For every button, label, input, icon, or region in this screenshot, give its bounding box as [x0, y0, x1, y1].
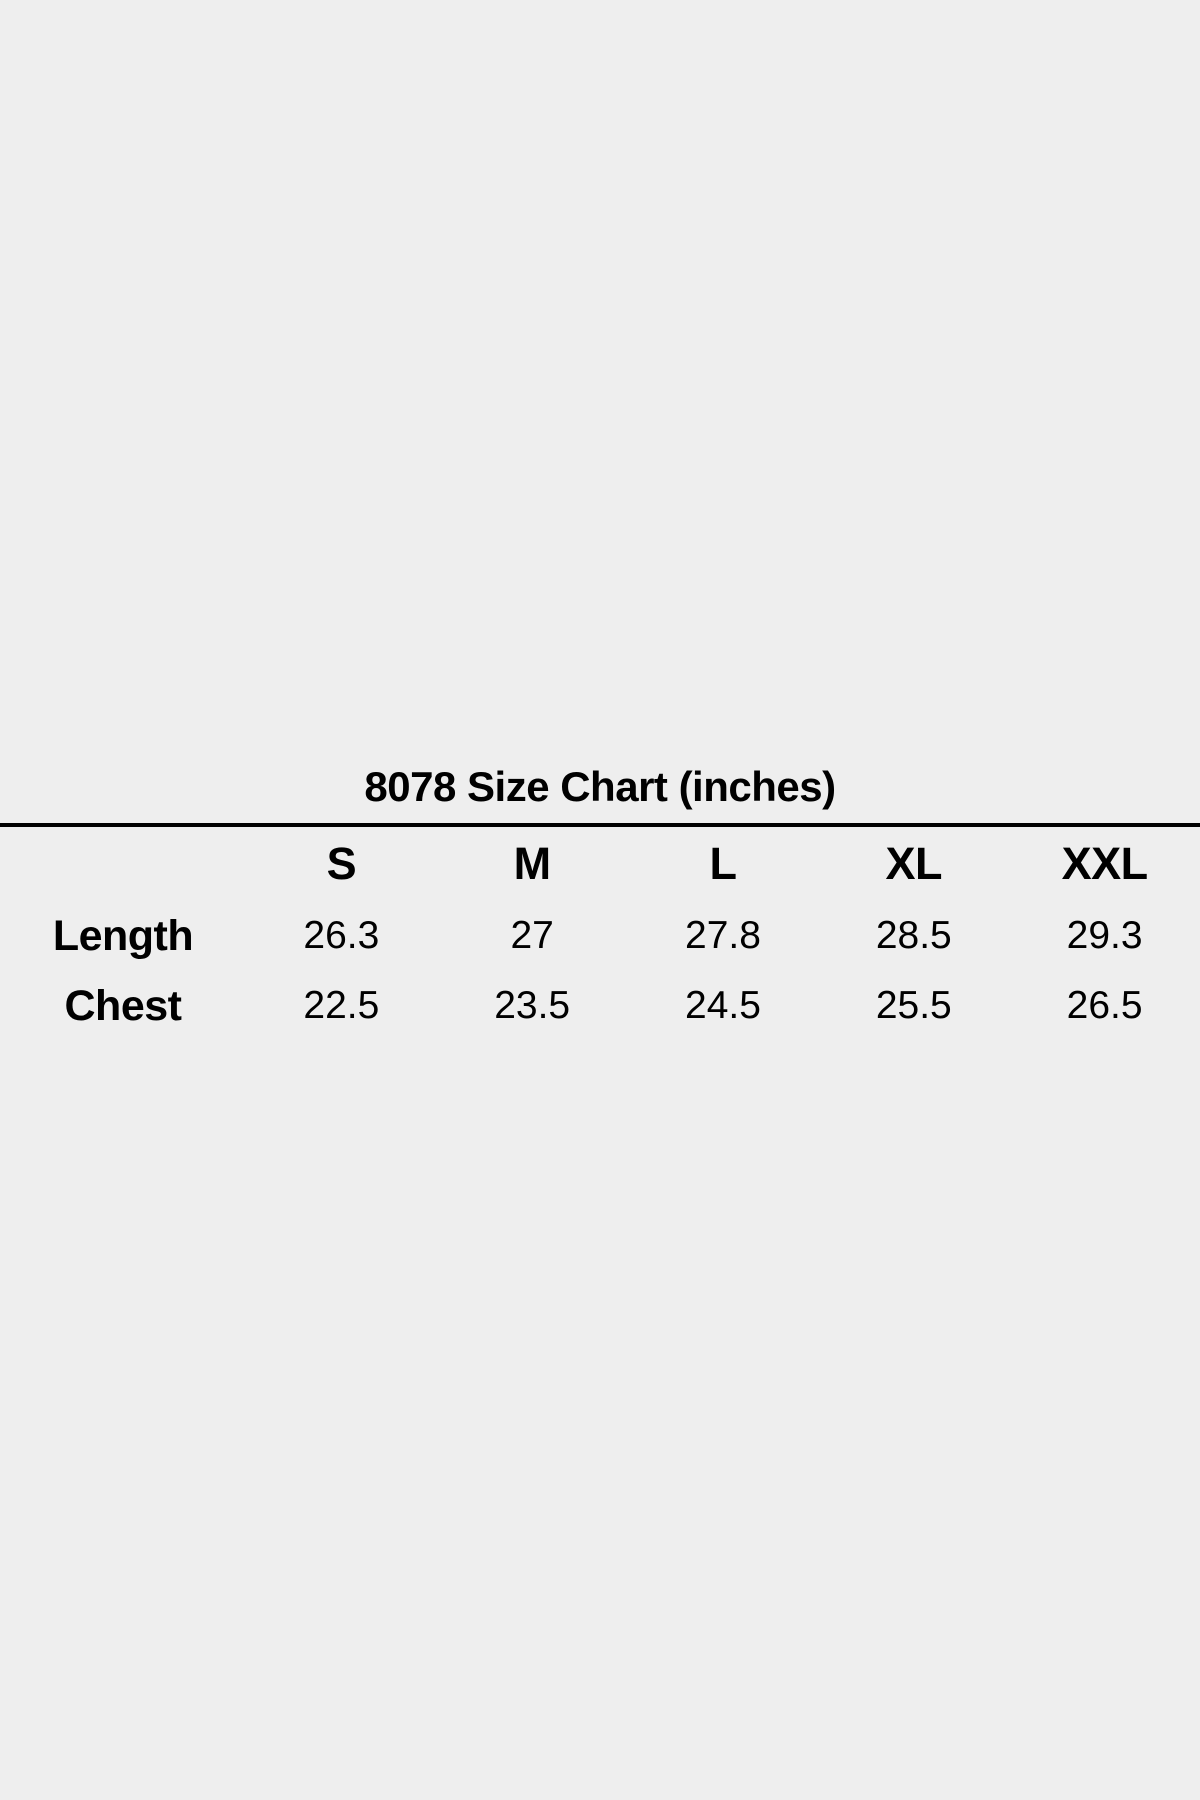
row-label-chest: Chest: [64, 981, 182, 1030]
empty-area-top: [0, 0, 1200, 763]
length-value-m: 27: [510, 914, 554, 957]
length-value-s: 26.3: [303, 914, 380, 957]
header-row: S M L XL XXL: [0, 827, 1200, 901]
title-divider-line: [0, 823, 1200, 827]
table-row-length: Length 26.3 27 27.8 28.5 29.3: [0, 901, 1200, 971]
size-chart-table: S M L XL XXL Length 26.3 27 27.8 28.5 29…: [0, 827, 1200, 1041]
column-header-xxl: XXL: [1061, 838, 1149, 889]
chest-value-m: 23.5: [494, 984, 571, 1027]
column-header-l: L: [709, 838, 737, 889]
length-value-xxl: 29.3: [1066, 914, 1143, 957]
chest-value-xl: 25.5: [875, 984, 952, 1027]
column-header-s: S: [326, 838, 357, 889]
length-value-l: 27.8: [685, 914, 761, 957]
chest-value-s: 22.5: [303, 984, 380, 1027]
column-header-xl: XL: [885, 838, 943, 889]
table-row-chest: Chest 22.5 23.5 24.5 25.5 26.5: [0, 971, 1200, 1041]
row-label-length: Length: [52, 911, 194, 960]
column-header-m: M: [513, 838, 551, 889]
length-value-xl: 28.5: [875, 914, 952, 957]
chest-value-xxl: 26.5: [1066, 984, 1143, 1027]
chest-value-l: 24.5: [685, 984, 761, 1027]
size-chart-title: 8078 Size Chart (inches): [364, 763, 836, 810]
corner-cell: [0, 827, 246, 901]
